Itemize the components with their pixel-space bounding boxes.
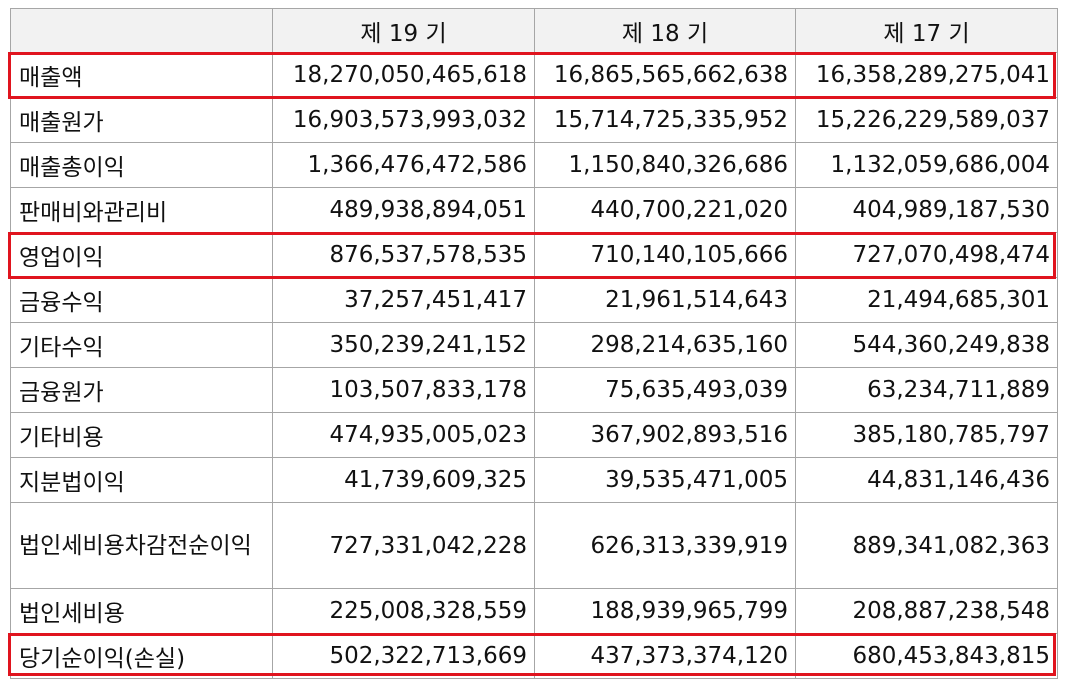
row-label: 지분법이익 <box>10 457 273 503</box>
value-cell: 41,739,609,325 <box>272 457 535 503</box>
value-cell: 103,507,833,178 <box>272 367 535 413</box>
table-row: 판매비와관리비 489,938,894,051 440,700,221,020 404… <box>10 187 1058 233</box>
row-label: 판매비와관리비 <box>10 187 273 233</box>
value-cell: 1,132,059,686,004 <box>795 142 1058 188</box>
row-label: 매출원가 <box>10 97 273 143</box>
table-row: 영업이익 876,537,578,535 710,140,105,666 727,07… <box>10 232 1058 278</box>
value-cell: 208,887,238,548 <box>795 588 1058 634</box>
value-cell: 39,535,471,005 <box>534 457 796 503</box>
value-cell: 37,257,451,417 <box>272 277 535 323</box>
value-cell: 876,537,578,535 <box>272 232 535 278</box>
row-label: 기타수익 <box>10 322 273 368</box>
value-cell: 437,373,374,120 <box>534 633 796 679</box>
value-cell: 298,214,635,160 <box>534 322 796 368</box>
table-row: 금융수익 37,257,451,417 21,961,514,643 21,494,6… <box>10 277 1058 323</box>
value-cell: 544,360,249,838 <box>795 322 1058 368</box>
value-cell: 1,150,840,326,686 <box>534 142 796 188</box>
value-cell: 16,865,565,662,638 <box>534 52 796 98</box>
value-cell: 626,313,339,919 <box>534 502 796 589</box>
income-statement-table: 제 19 기 제 18 기 제 17 기 매출액 18,270,050,465,6… <box>10 8 1058 679</box>
table-row: 매출원가 16,903,573,993,032 15,714,725,335,952… <box>10 97 1058 143</box>
table-row: 기타수익 350,239,241,152 298,214,635,160 544,36… <box>10 322 1058 368</box>
header-row: 제 19 기 제 18 기 제 17 기 <box>10 8 1058 53</box>
value-cell: 1,366,476,472,586 <box>272 142 535 188</box>
value-cell: 21,494,685,301 <box>795 277 1058 323</box>
value-cell: 21,961,514,643 <box>534 277 796 323</box>
value-cell: 16,358,289,275,041 <box>795 52 1058 98</box>
column-header-17: 제 17 기 <box>795 8 1058 53</box>
value-cell: 16,903,573,993,032 <box>272 97 535 143</box>
table-row: 지분법이익 41,739,609,325 39,535,471,005 44,831,… <box>10 457 1058 503</box>
row-label: 금융수익 <box>10 277 273 323</box>
value-cell: 680,453,843,815 <box>795 633 1058 679</box>
value-cell: 889,341,082,363 <box>795 502 1058 589</box>
row-label: 당기순이익(손실) <box>10 633 273 679</box>
row-label: 금융원가 <box>10 367 273 413</box>
table-row: 기타비용 474,935,005,023 367,902,893,516 385,18… <box>10 412 1058 458</box>
value-cell: 727,331,042,228 <box>272 502 535 589</box>
value-cell: 404,989,187,530 <box>795 187 1058 233</box>
value-cell: 440,700,221,020 <box>534 187 796 233</box>
column-header-19: 제 19 기 <box>272 8 535 53</box>
value-cell: 474,935,005,023 <box>272 412 535 458</box>
value-cell: 350,239,241,152 <box>272 322 535 368</box>
table-row: 금융원가 103,507,833,178 75,635,493,039 63,234,… <box>10 367 1058 413</box>
value-cell: 15,714,725,335,952 <box>534 97 796 143</box>
value-cell: 367,902,893,516 <box>534 412 796 458</box>
column-header-18: 제 18 기 <box>534 8 796 53</box>
value-cell: 44,831,146,436 <box>795 457 1058 503</box>
row-label: 매출총이익 <box>10 142 273 188</box>
value-cell: 225,008,328,559 <box>272 588 535 634</box>
table-row: 법인세비용차감전순이익 727,331,042,228 626,313,339,91… <box>10 502 1058 589</box>
value-cell: 75,635,493,039 <box>534 367 796 413</box>
value-cell: 18,270,050,465,618 <box>272 52 535 98</box>
table-row: 매출액 18,270,050,465,618 16,865,565,662,638 1… <box>10 52 1058 98</box>
value-cell: 15,226,229,589,037 <box>795 97 1058 143</box>
row-label: 기타비용 <box>10 412 273 458</box>
value-cell: 710,140,105,666 <box>534 232 796 278</box>
table-row: 당기순이익(손실) 502,322,713,669 437,373,374,120 6… <box>10 633 1058 679</box>
row-label: 법인세비용 <box>10 588 273 634</box>
table-row: 법인세비용 225,008,328,559 188,939,965,799 208,8… <box>10 588 1058 634</box>
value-cell: 727,070,498,474 <box>795 232 1058 278</box>
table-row: 매출총이익 1,366,476,472,586 1,150,840,326,686 1… <box>10 142 1058 188</box>
row-label: 법인세비용차감전순이익 <box>10 502 273 589</box>
value-cell: 502,322,713,669 <box>272 633 535 679</box>
row-label: 영업이익 <box>10 232 273 278</box>
value-cell: 385,180,785,797 <box>795 412 1058 458</box>
row-label: 매출액 <box>10 52 273 98</box>
value-cell: 489,938,894,051 <box>272 187 535 233</box>
value-cell: 63,234,711,889 <box>795 367 1058 413</box>
corner-cell <box>10 8 273 53</box>
value-cell: 188,939,965,799 <box>534 588 796 634</box>
